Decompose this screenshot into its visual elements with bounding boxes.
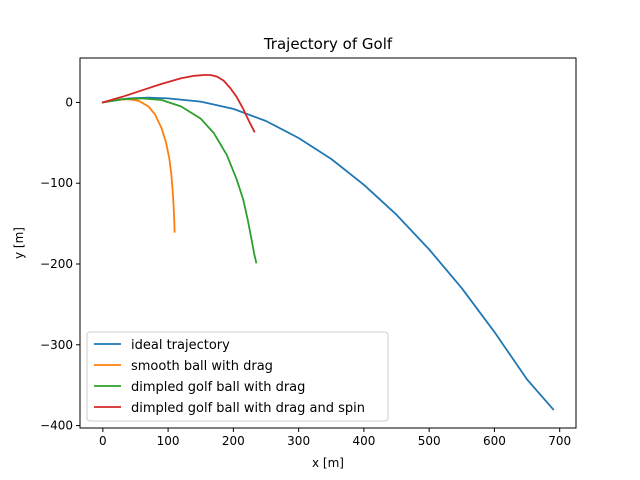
x-tick-label: 400 [352, 434, 375, 448]
x-tick-label: 200 [222, 434, 245, 448]
series-layer [101, 74, 555, 411]
y-tick-label: −400 [40, 419, 73, 433]
legend-label-2: smooth ball with drag [131, 359, 273, 374]
y-tick-label: 0 [65, 95, 73, 109]
y-tick-label: −200 [40, 257, 73, 271]
ticks-layer: 0 100 200 300 400 500 600 700 −400 −300 −200 −100 0 [40, 95, 571, 448]
legend-box [86, 331, 389, 422]
legend-label-4: dimpled golf ball with drag and spin [131, 401, 365, 416]
series-line-1 [101, 96, 555, 411]
x-tick-label: 0 [99, 434, 107, 448]
legend-label-3: dimpled golf ball with drag [131, 380, 305, 395]
legend-label-1: ideal trajectory [131, 338, 230, 353]
chart-title: Trajectory of Golf [263, 35, 393, 53]
x-axis-label: x [m] [312, 456, 344, 470]
x-tick-label: 300 [287, 434, 310, 448]
x-tick-label: 600 [483, 434, 506, 448]
plot-frame [79, 57, 577, 429]
x-tick-label: 700 [548, 434, 571, 448]
series-line-3 [101, 97, 258, 264]
x-tick-label: 500 [418, 434, 441, 448]
y-tick-label: −100 [40, 176, 73, 190]
y-axis-label: y [m] [12, 227, 26, 259]
legend: ideal trajectory smooth ball with drag dim… [86, 331, 389, 422]
series-line-4 [101, 74, 256, 133]
x-tick-label: 100 [157, 434, 180, 448]
y-tick-label: −300 [40, 338, 73, 352]
